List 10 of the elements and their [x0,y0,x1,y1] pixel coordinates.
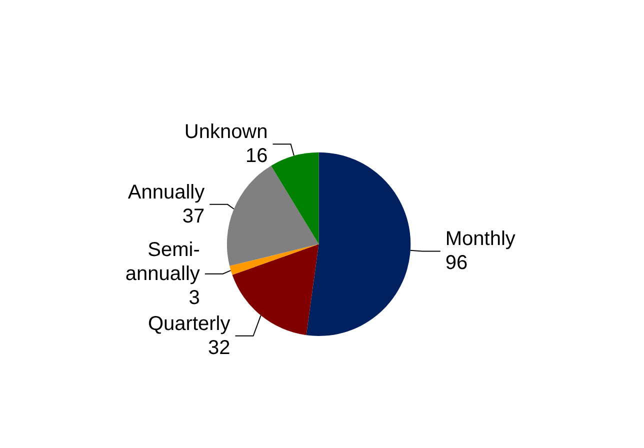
slice-label: Annually [128,181,205,204]
data-label: 32 [208,336,230,359]
slice-label: Unknown [184,121,268,144]
slice-label: Monthly [445,228,516,250]
data-label: 37 [182,205,205,228]
slice-label: Quarterly [148,312,230,335]
slice-label: Semi-annually [125,238,200,285]
data-label: 16 [246,145,268,168]
data-label: 96 [445,252,468,274]
data-label: 3 [188,286,200,309]
